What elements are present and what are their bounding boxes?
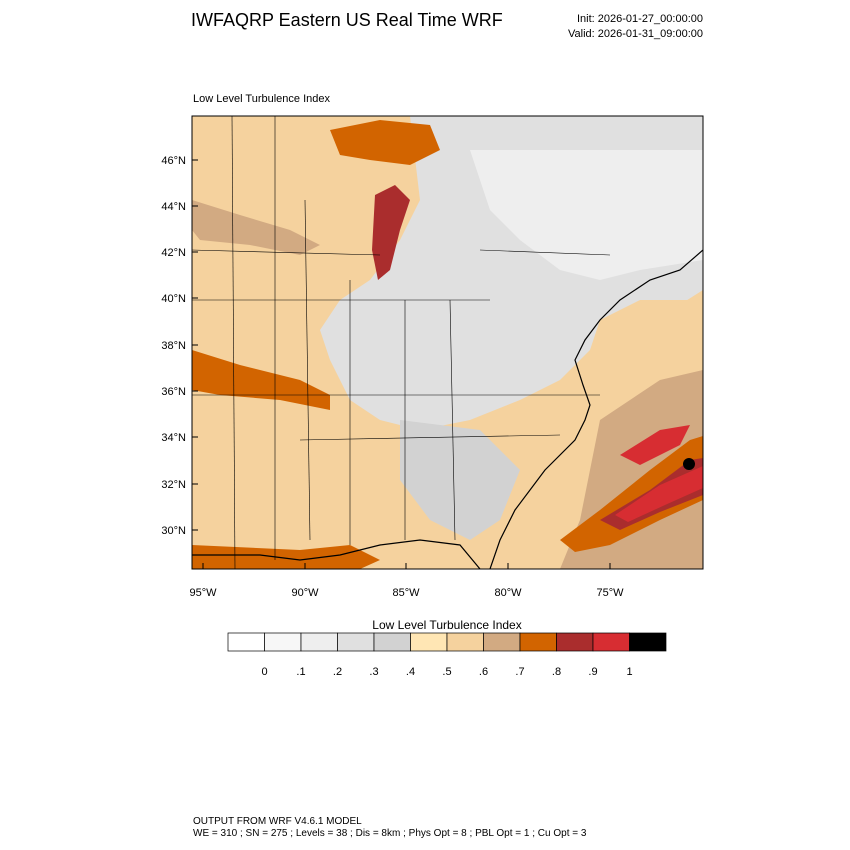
- lon-label: 75°W: [596, 587, 624, 599]
- field-midwest-band: [192, 200, 320, 255]
- lat-label: 36°N: [161, 386, 186, 398]
- colorbar-label: .5: [442, 666, 451, 678]
- gulf-coastline: [192, 539, 481, 569]
- field-light-ne: [470, 150, 703, 280]
- colorbar-label: .6: [479, 666, 488, 678]
- lat-label: 44°N: [161, 201, 186, 213]
- colorbar-swatch: [519, 632, 557, 652]
- footer-model: OUTPUT FROM WRF V4.6.1 MODEL: [193, 816, 362, 827]
- field-superior: [330, 120, 440, 165]
- lon-label: 80°W: [494, 587, 522, 599]
- colorbar-swatch: [227, 632, 265, 652]
- colorbar-label: .8: [552, 666, 561, 678]
- lat-label: 46°N: [161, 155, 186, 167]
- colorbar-label: 1: [626, 666, 632, 678]
- colorbar: 0 .1 .2 .3 .4 .5 .6 .7 .8 .9 1: [227, 632, 667, 678]
- valid-time: Valid: 2026-01-31_09:00:00: [568, 28, 703, 40]
- field-max-black: [683, 458, 695, 470]
- colorbar-swatch: [300, 632, 338, 652]
- page-title: IWFAQRP Eastern US Real Time WRF: [191, 10, 503, 30]
- colorbar-swatch: [410, 632, 448, 652]
- field-gulf-orange: [192, 545, 380, 569]
- atlantic-coastline: [489, 249, 703, 569]
- colorbar-swatch: [629, 632, 667, 652]
- lat-label: 38°N: [161, 340, 186, 352]
- field-lake-michigan: [372, 185, 410, 280]
- latitude-axis: 46°N 44°N 42°N 40°N 38°N 36°N 34°N 32°N 30°N: [161, 155, 198, 537]
- colorbar-label: 0: [261, 666, 267, 678]
- colorbar-label: .3: [369, 666, 378, 678]
- lon-label: 95°W: [189, 587, 217, 599]
- field-offshore-orange: [560, 436, 703, 552]
- lat-label: 32°N: [161, 479, 186, 491]
- lat-label: 42°N: [161, 247, 186, 259]
- turbulence-field: [192, 116, 703, 569]
- field-label: Low Level Turbulence Index: [193, 93, 330, 105]
- field-grey-se: [400, 420, 520, 540]
- colorbar-swatch: [373, 632, 411, 652]
- state-boundaries: [192, 116, 611, 569]
- colorbar-swatch: [592, 632, 630, 652]
- lat-label: 30°N: [161, 525, 186, 537]
- lat-label: 40°N: [161, 293, 186, 305]
- colorbar-label: .2: [333, 666, 342, 678]
- footer-config: WE = 310 ; SN = 275 ; Levels = 38 ; Dis …: [193, 828, 587, 839]
- longitude-axis: 95°W 90°W 85°W 80°W 75°W: [189, 563, 624, 599]
- colorbar-label: .1: [296, 666, 305, 678]
- colorbar-swatch: [483, 632, 521, 652]
- colorbar-title: Low Level Turbulence Index: [372, 618, 521, 632]
- colorbar-label: .7: [515, 666, 524, 678]
- colorbar-swatch: [446, 632, 484, 652]
- lon-label: 90°W: [291, 587, 319, 599]
- lat-label: 34°N: [161, 432, 186, 444]
- colorbar-swatch: [556, 632, 594, 652]
- colorbar-label: .9: [588, 666, 597, 678]
- init-time: Init: 2026-01-27_00:00:00: [577, 13, 703, 25]
- lon-label: 85°W: [392, 587, 420, 599]
- colorbar-swatch: [337, 632, 375, 652]
- field-offshore-red-2: [620, 425, 690, 465]
- colorbar-swatch: [264, 632, 302, 652]
- map-frame: [191, 115, 704, 570]
- colorbar-label: .4: [406, 666, 415, 678]
- field-offshore-red: [615, 466, 703, 522]
